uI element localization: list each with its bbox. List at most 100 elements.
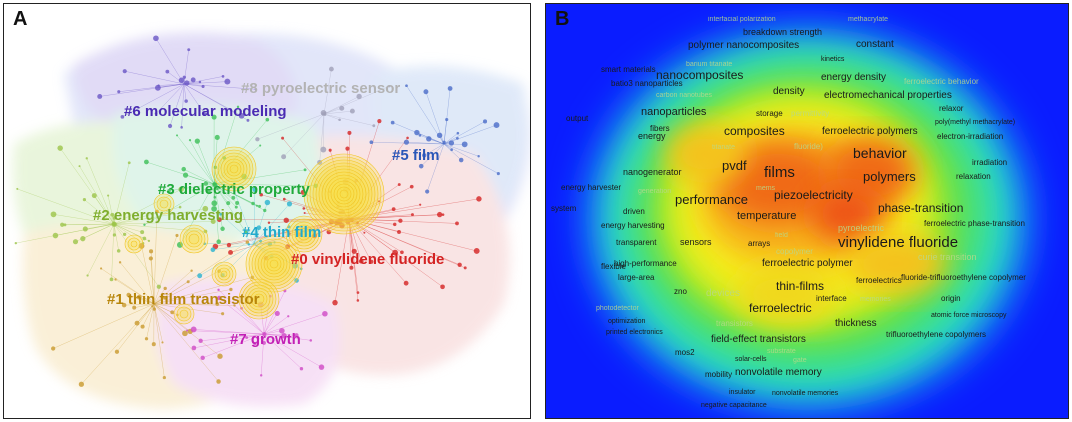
network-edge bbox=[111, 223, 115, 280]
cluster-hulls bbox=[12, 32, 530, 409]
keyword-label: breakdown strength bbox=[743, 27, 822, 37]
hub-ring bbox=[321, 171, 367, 217]
network-node bbox=[154, 112, 158, 115]
network-edge bbox=[185, 174, 215, 185]
network-edge bbox=[222, 243, 255, 276]
network-node bbox=[322, 310, 328, 317]
cluster-label-1: #1 thin film transistor bbox=[107, 291, 260, 308]
keyword-label: polymers bbox=[863, 169, 916, 184]
keyword-label: ferroelectric phase-transition bbox=[924, 219, 1025, 228]
network-edge bbox=[348, 218, 396, 253]
keyword-label: system bbox=[551, 204, 577, 213]
network-edge bbox=[348, 214, 440, 220]
network-edge bbox=[113, 223, 206, 232]
network-node bbox=[226, 201, 231, 206]
network-edge bbox=[118, 83, 185, 92]
network-edge bbox=[213, 145, 261, 185]
network-edge bbox=[213, 183, 316, 187]
network-node bbox=[107, 194, 110, 197]
network-edge bbox=[213, 183, 234, 199]
hub-ring bbox=[217, 152, 251, 186]
keyword-label: storage bbox=[756, 109, 783, 118]
network-edge bbox=[116, 303, 155, 352]
network-node bbox=[175, 134, 179, 137]
network-edge bbox=[169, 83, 185, 127]
keyword-label: devices bbox=[706, 288, 740, 299]
network-node bbox=[274, 310, 280, 317]
network-edge bbox=[253, 243, 296, 266]
hub-ring bbox=[220, 155, 248, 183]
hub-ring bbox=[214, 264, 234, 284]
network-edge bbox=[193, 333, 265, 349]
network-edge bbox=[213, 119, 268, 185]
network-edge bbox=[183, 83, 256, 90]
network-node bbox=[251, 201, 255, 206]
network-edge bbox=[213, 183, 246, 233]
network-edge bbox=[153, 289, 231, 305]
network-edge bbox=[113, 206, 181, 225]
hub-ring bbox=[229, 164, 239, 174]
network-node bbox=[91, 193, 97, 199]
network-node bbox=[329, 66, 334, 72]
network-edge bbox=[348, 218, 407, 284]
network-node bbox=[198, 80, 202, 84]
network-edge bbox=[187, 330, 265, 335]
network-node bbox=[246, 118, 250, 122]
network-edge bbox=[426, 143, 445, 192]
network-node bbox=[436, 211, 443, 218]
network-node bbox=[398, 218, 403, 223]
hub-ring bbox=[188, 233, 200, 245]
network-node bbox=[151, 305, 154, 308]
keyword-label: ferroelectric polymer bbox=[762, 258, 853, 269]
network-node bbox=[299, 367, 304, 371]
network-node bbox=[457, 262, 462, 267]
network-edge bbox=[348, 218, 362, 262]
panel-a-cluster-network: #8 pyroelectric sensor #6 molecular mode… bbox=[3, 3, 531, 419]
network-node bbox=[80, 236, 86, 242]
network-edge bbox=[124, 303, 155, 306]
hub-ring bbox=[245, 235, 303, 293]
network-edge bbox=[443, 88, 451, 145]
keyword-label: methacrylate bbox=[848, 16, 888, 23]
network-node bbox=[210, 247, 216, 253]
keyword-label: energy density bbox=[821, 72, 886, 83]
network-edge bbox=[153, 297, 166, 305]
network-node bbox=[16, 187, 19, 190]
network-edge bbox=[323, 69, 332, 115]
network-node bbox=[163, 286, 167, 291]
network-node bbox=[279, 327, 285, 334]
network-node bbox=[140, 230, 145, 235]
network-node bbox=[323, 113, 327, 116]
network-node bbox=[343, 186, 349, 193]
keyword-label: nanogenerator bbox=[623, 167, 682, 177]
hub-ring bbox=[211, 146, 257, 192]
hub-ring bbox=[306, 156, 382, 232]
network-edge bbox=[128, 294, 155, 305]
keyword-label: polymer nanocomposites bbox=[688, 40, 799, 51]
network-edge bbox=[153, 303, 191, 332]
network-edge bbox=[323, 113, 374, 126]
keyword-label: nonvolatile memory bbox=[735, 367, 822, 378]
network-edge bbox=[199, 243, 255, 276]
network-node bbox=[318, 364, 325, 370]
network-edge bbox=[348, 214, 444, 220]
network-node bbox=[458, 157, 464, 163]
network-edge bbox=[86, 158, 115, 225]
network-edge bbox=[139, 297, 155, 305]
hub-ring bbox=[330, 180, 358, 208]
keyword-label: optimization bbox=[608, 318, 645, 325]
network-node bbox=[363, 231, 366, 234]
network-edge bbox=[62, 223, 115, 226]
network-node bbox=[265, 117, 270, 122]
keyword-label: negative capacitance bbox=[701, 402, 767, 409]
network-node bbox=[388, 85, 391, 88]
network-node bbox=[167, 123, 173, 129]
keyword-label: curie transition bbox=[918, 252, 977, 262]
network-edge bbox=[213, 183, 258, 206]
hub-ring bbox=[327, 177, 361, 211]
network-node bbox=[345, 146, 350, 151]
network-edge bbox=[443, 143, 452, 150]
network-edge bbox=[263, 333, 311, 341]
keyword-label: transistors bbox=[716, 319, 753, 328]
keyword-label: transparent bbox=[616, 238, 657, 247]
